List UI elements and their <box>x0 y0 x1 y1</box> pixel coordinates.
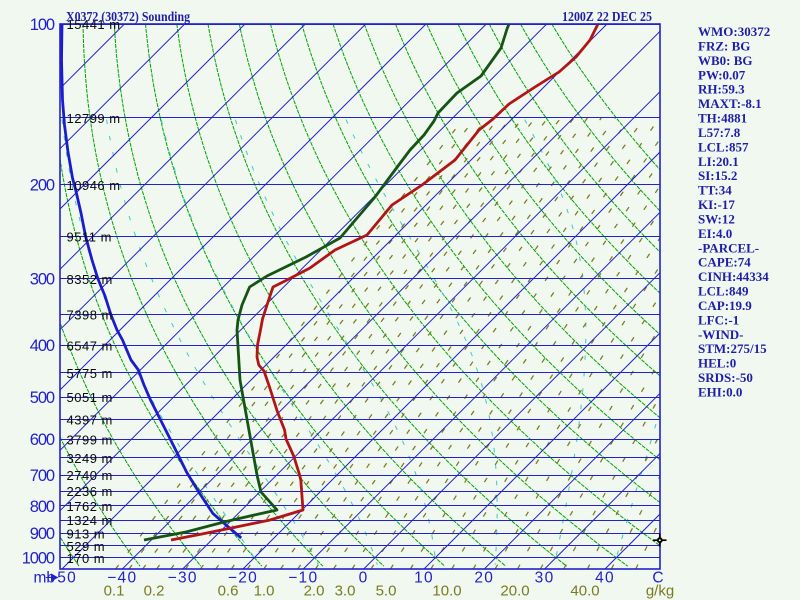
svg-text:300: 300 <box>30 271 55 289</box>
svg-text:100: 100 <box>30 16 55 34</box>
svg-text:−30: −30 <box>168 570 198 587</box>
svg-text:WB0: BG: WB0: BG <box>698 53 753 68</box>
svg-text:KI:-17: KI:-17 <box>698 197 735 212</box>
svg-text:913 m: 913 m <box>67 527 106 542</box>
svg-text:2.0: 2.0 <box>304 583 325 600</box>
svg-text:900: 900 <box>30 525 55 543</box>
svg-text:PW:0.07: PW:0.07 <box>698 67 746 82</box>
svg-text:C: C <box>652 570 663 587</box>
svg-text:EI:4.0: EI:4.0 <box>698 226 732 241</box>
svg-text:400: 400 <box>30 337 55 355</box>
svg-text:−20: −20 <box>228 570 258 587</box>
svg-text:2236 m: 2236 m <box>67 484 113 499</box>
svg-text:mb: mb <box>34 570 56 587</box>
svg-text:EHI:0.0: EHI:0.0 <box>698 385 742 400</box>
svg-text:CAP:19.9: CAP:19.9 <box>698 298 752 313</box>
svg-text:1200Z 22 DEC 25: 1200Z 22 DEC 25 <box>562 9 652 24</box>
svg-text:2740 m: 2740 m <box>67 468 113 483</box>
svg-text:g/kg: g/kg <box>646 583 674 600</box>
svg-text:5051 m: 5051 m <box>67 390 113 405</box>
svg-text:L57:7.8: L57:7.8 <box>698 125 741 140</box>
svg-text:7398 m: 7398 m <box>67 308 113 323</box>
svg-text:10: 10 <box>414 570 434 587</box>
svg-text:20.0: 20.0 <box>500 583 529 600</box>
svg-text:TH:4881: TH:4881 <box>698 111 747 126</box>
svg-text:-WIND-: -WIND- <box>698 327 744 342</box>
svg-text:6547 m: 6547 m <box>67 339 113 354</box>
svg-text:−10: −10 <box>288 570 318 587</box>
svg-text:10946 m: 10946 m <box>67 178 121 193</box>
svg-text:CINH:44334: CINH:44334 <box>698 269 769 284</box>
svg-text:170 m: 170 m <box>67 551 106 566</box>
svg-text:0.6: 0.6 <box>218 583 239 600</box>
svg-text:−50: −50 <box>47 570 77 587</box>
svg-text:5.0: 5.0 <box>376 583 397 600</box>
svg-text:LI:20.1: LI:20.1 <box>698 154 739 169</box>
svg-text:30: 30 <box>535 570 555 587</box>
svg-text:1324 m: 1324 m <box>67 513 113 528</box>
svg-text:1000: 1000 <box>22 550 55 568</box>
svg-text:LCL:857: LCL:857 <box>698 139 749 154</box>
svg-text:-PARCEL-: -PARCEL- <box>698 240 759 255</box>
svg-text:600: 600 <box>30 431 55 449</box>
svg-text:LCL:849: LCL:849 <box>698 284 749 299</box>
svg-text:40.0: 40.0 <box>570 583 599 600</box>
svg-text:529 m: 529 m <box>67 539 106 554</box>
svg-text:−40: −40 <box>107 570 137 587</box>
svg-text:9511 m: 9511 m <box>67 230 112 245</box>
svg-text:20: 20 <box>474 570 494 587</box>
svg-text:STM:275/15: STM:275/15 <box>698 341 767 356</box>
svg-text:TT:34: TT:34 <box>698 183 732 198</box>
svg-text:1.0: 1.0 <box>254 583 275 600</box>
svg-text:15441 m: 15441 m <box>67 17 121 32</box>
svg-text:800: 800 <box>30 498 55 516</box>
svg-text:700: 700 <box>30 467 55 485</box>
svg-text:X0372 (30372) Sounding: X0372 (30372) Sounding <box>66 9 190 24</box>
svg-text:FRZ: BG: FRZ: BG <box>698 38 750 53</box>
svg-text:10.0: 10.0 <box>432 583 461 600</box>
svg-text:SRDS:-50: SRDS:-50 <box>698 370 753 385</box>
svg-text:WMO:30372: WMO:30372 <box>698 24 770 39</box>
svg-text:3249 m: 3249 m <box>67 451 113 466</box>
svg-text:0.2: 0.2 <box>144 583 165 600</box>
svg-text:1762 m: 1762 m <box>67 499 113 514</box>
svg-text:40: 40 <box>595 570 615 587</box>
svg-text:CAPE:74: CAPE:74 <box>698 255 751 270</box>
svg-text:HEL:0: HEL:0 <box>698 356 736 371</box>
svg-text:5775 m: 5775 m <box>67 366 113 381</box>
svg-text:200: 200 <box>30 177 55 195</box>
svg-text:LFC:-1: LFC:-1 <box>698 312 739 327</box>
svg-text:MAXT:-8.1: MAXT:-8.1 <box>698 96 762 111</box>
svg-text:0: 0 <box>359 570 369 587</box>
svg-text:4397 m: 4397 m <box>67 412 113 427</box>
svg-text:3.0: 3.0 <box>335 583 356 600</box>
svg-text:SI:15.2: SI:15.2 <box>698 168 737 183</box>
svg-text:SW:12: SW:12 <box>698 212 735 227</box>
svg-text:3799 m: 3799 m <box>67 433 113 448</box>
svg-text:0.1: 0.1 <box>104 583 125 600</box>
svg-text:RH:59.3: RH:59.3 <box>698 82 745 97</box>
svg-text:8352 m: 8352 m <box>67 272 113 287</box>
svg-text:500: 500 <box>30 389 55 407</box>
svg-text:12799 m: 12799 m <box>67 111 121 126</box>
